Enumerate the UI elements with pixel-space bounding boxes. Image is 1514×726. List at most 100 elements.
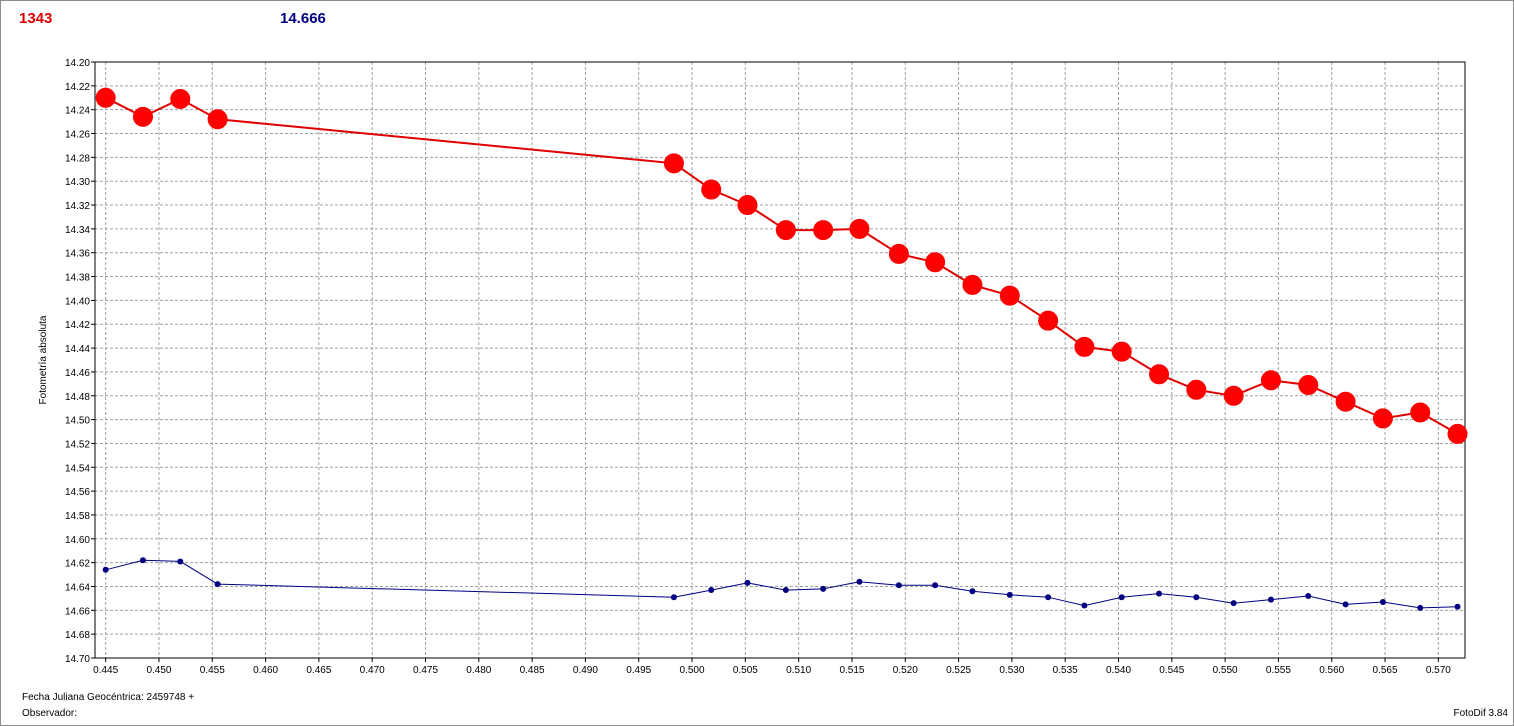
object-data-point	[775, 220, 796, 241]
y-axis-label: Fotometría absoluta	[38, 315, 49, 404]
reference-data-point	[1379, 598, 1386, 605]
x-tick-label: 0.480	[466, 665, 491, 676]
x-tick-label: 0.445	[93, 665, 118, 676]
reference-data-point	[1230, 600, 1237, 607]
reference-data-point	[670, 594, 677, 601]
x-tick-label: 0.545	[1159, 665, 1184, 676]
object-data-point	[701, 179, 722, 200]
reference-data-point	[969, 588, 976, 595]
y-tick-label: 14.54	[65, 463, 90, 474]
observer-label: Observador:	[22, 708, 78, 719]
x-tick-label: 0.450	[146, 665, 171, 676]
y-tick-label: 14.66	[65, 606, 90, 617]
x-tick-label: 0.570	[1426, 665, 1451, 676]
object-data-point	[925, 252, 946, 273]
x-tick-label: 0.560	[1319, 665, 1344, 676]
object-data-point	[663, 153, 684, 174]
x-axis-ticks: 0.445 0.450 0.455 0.460 0.465 0.470 0.475 0.480…	[93, 658, 1451, 676]
y-axis-ticks: 14.20 14.22 14.24 14.26 14.28 14.30 14.32 14.34…	[65, 58, 95, 665]
object-data-point	[95, 87, 116, 108]
y-tick-label: 14.56	[65, 487, 90, 498]
object-data-point	[1335, 391, 1356, 412]
object-data-point	[207, 109, 228, 130]
y-tick-label: 14.32	[65, 201, 90, 212]
y-tick-label: 14.34	[65, 225, 90, 236]
y-tick-label: 14.24	[65, 106, 90, 117]
x-tick-label: 0.565	[1373, 665, 1398, 676]
object-data-point	[849, 218, 870, 239]
reference-data-point	[214, 581, 221, 588]
y-tick-label: 14.60	[65, 535, 90, 546]
y-tick-label: 14.50	[65, 416, 90, 427]
reference-data-point	[1454, 603, 1461, 610]
x-tick-label: 0.475	[413, 665, 438, 676]
y-tick-label: 14.44	[65, 344, 90, 355]
reference-data-point	[1081, 602, 1088, 609]
plot-border	[94, 61, 1466, 659]
reference-data-point	[1118, 594, 1125, 601]
object-data-point	[1149, 364, 1170, 385]
reference-data-point	[1342, 601, 1349, 608]
y-tick-label: 14.64	[65, 582, 90, 593]
x-tick-label: 0.535	[1053, 665, 1078, 676]
x-tick-label: 0.460	[253, 665, 278, 676]
y-tick-label: 14.68	[65, 630, 90, 641]
x-tick-label: 0.525	[946, 665, 971, 676]
x-tick-label: 0.510	[786, 665, 811, 676]
y-tick-label: 14.36	[65, 249, 90, 260]
x-tick-label: 0.495	[626, 665, 651, 676]
reference-data-point	[1045, 594, 1052, 601]
object-data-point	[962, 274, 983, 295]
version-label: FotoDif 3.84	[1453, 708, 1508, 719]
x-tick-label: 0.505	[733, 665, 758, 676]
object-data-point	[813, 220, 834, 241]
reference-data-point	[1156, 590, 1163, 597]
reference-data-point	[1417, 604, 1424, 611]
reference-series-line	[105, 559, 1458, 609]
y-tick-label: 14.26	[65, 130, 90, 141]
reference-data-point	[856, 578, 863, 585]
x-tick-label: 0.490	[573, 665, 598, 676]
reference-data-point	[782, 587, 789, 594]
reference-magnitude-label: 14.666	[280, 10, 326, 27]
object-data-point	[737, 195, 758, 216]
reference-data-point	[895, 582, 902, 589]
reference-data-point	[1305, 593, 1312, 600]
x-tick-label: 0.470	[360, 665, 385, 676]
y-tick-label: 14.30	[65, 177, 90, 188]
julian-date-label: Fecha Juliana Geocéntrica: 2459748 +	[22, 692, 195, 703]
x-tick-label: 0.455	[200, 665, 225, 676]
y-tick-label: 14.38	[65, 273, 90, 284]
object-data-point	[170, 88, 191, 109]
reference-data-point	[820, 585, 827, 592]
x-tick-label: 0.515	[839, 665, 864, 676]
object-data-point	[1447, 423, 1468, 444]
object-data-point	[1410, 402, 1431, 423]
reference-data-point	[1006, 591, 1013, 598]
reference-data-point	[177, 558, 184, 565]
x-tick-label: 0.500	[680, 665, 705, 676]
object-magnitude-label: 1343	[19, 10, 53, 27]
y-tick-label: 14.22	[65, 82, 90, 93]
reference-data-point	[932, 582, 939, 589]
plot-area	[95, 62, 1465, 658]
y-tick-label: 14.58	[65, 511, 90, 522]
x-tick-label: 0.465	[306, 665, 331, 676]
object-data-point	[1298, 375, 1319, 396]
x-tick-label: 0.555	[1266, 665, 1291, 676]
object-data-point	[1260, 370, 1281, 391]
x-tick-label: 0.540	[1106, 665, 1131, 676]
x-tick-label: 0.520	[893, 665, 918, 676]
y-tick-label: 14.70	[65, 654, 90, 665]
y-tick-label: 14.40	[65, 296, 90, 307]
reference-data-point	[744, 579, 751, 586]
reference-data-point	[1193, 594, 1200, 601]
series-reference	[102, 557, 1461, 611]
object-data-point	[1074, 336, 1095, 357]
series-object	[95, 87, 1468, 444]
object-data-point	[888, 243, 909, 264]
object-data-point	[1111, 341, 1132, 362]
reference-data-point	[708, 587, 715, 594]
object-data-point	[1372, 408, 1393, 429]
y-tick-label: 14.52	[65, 439, 90, 450]
